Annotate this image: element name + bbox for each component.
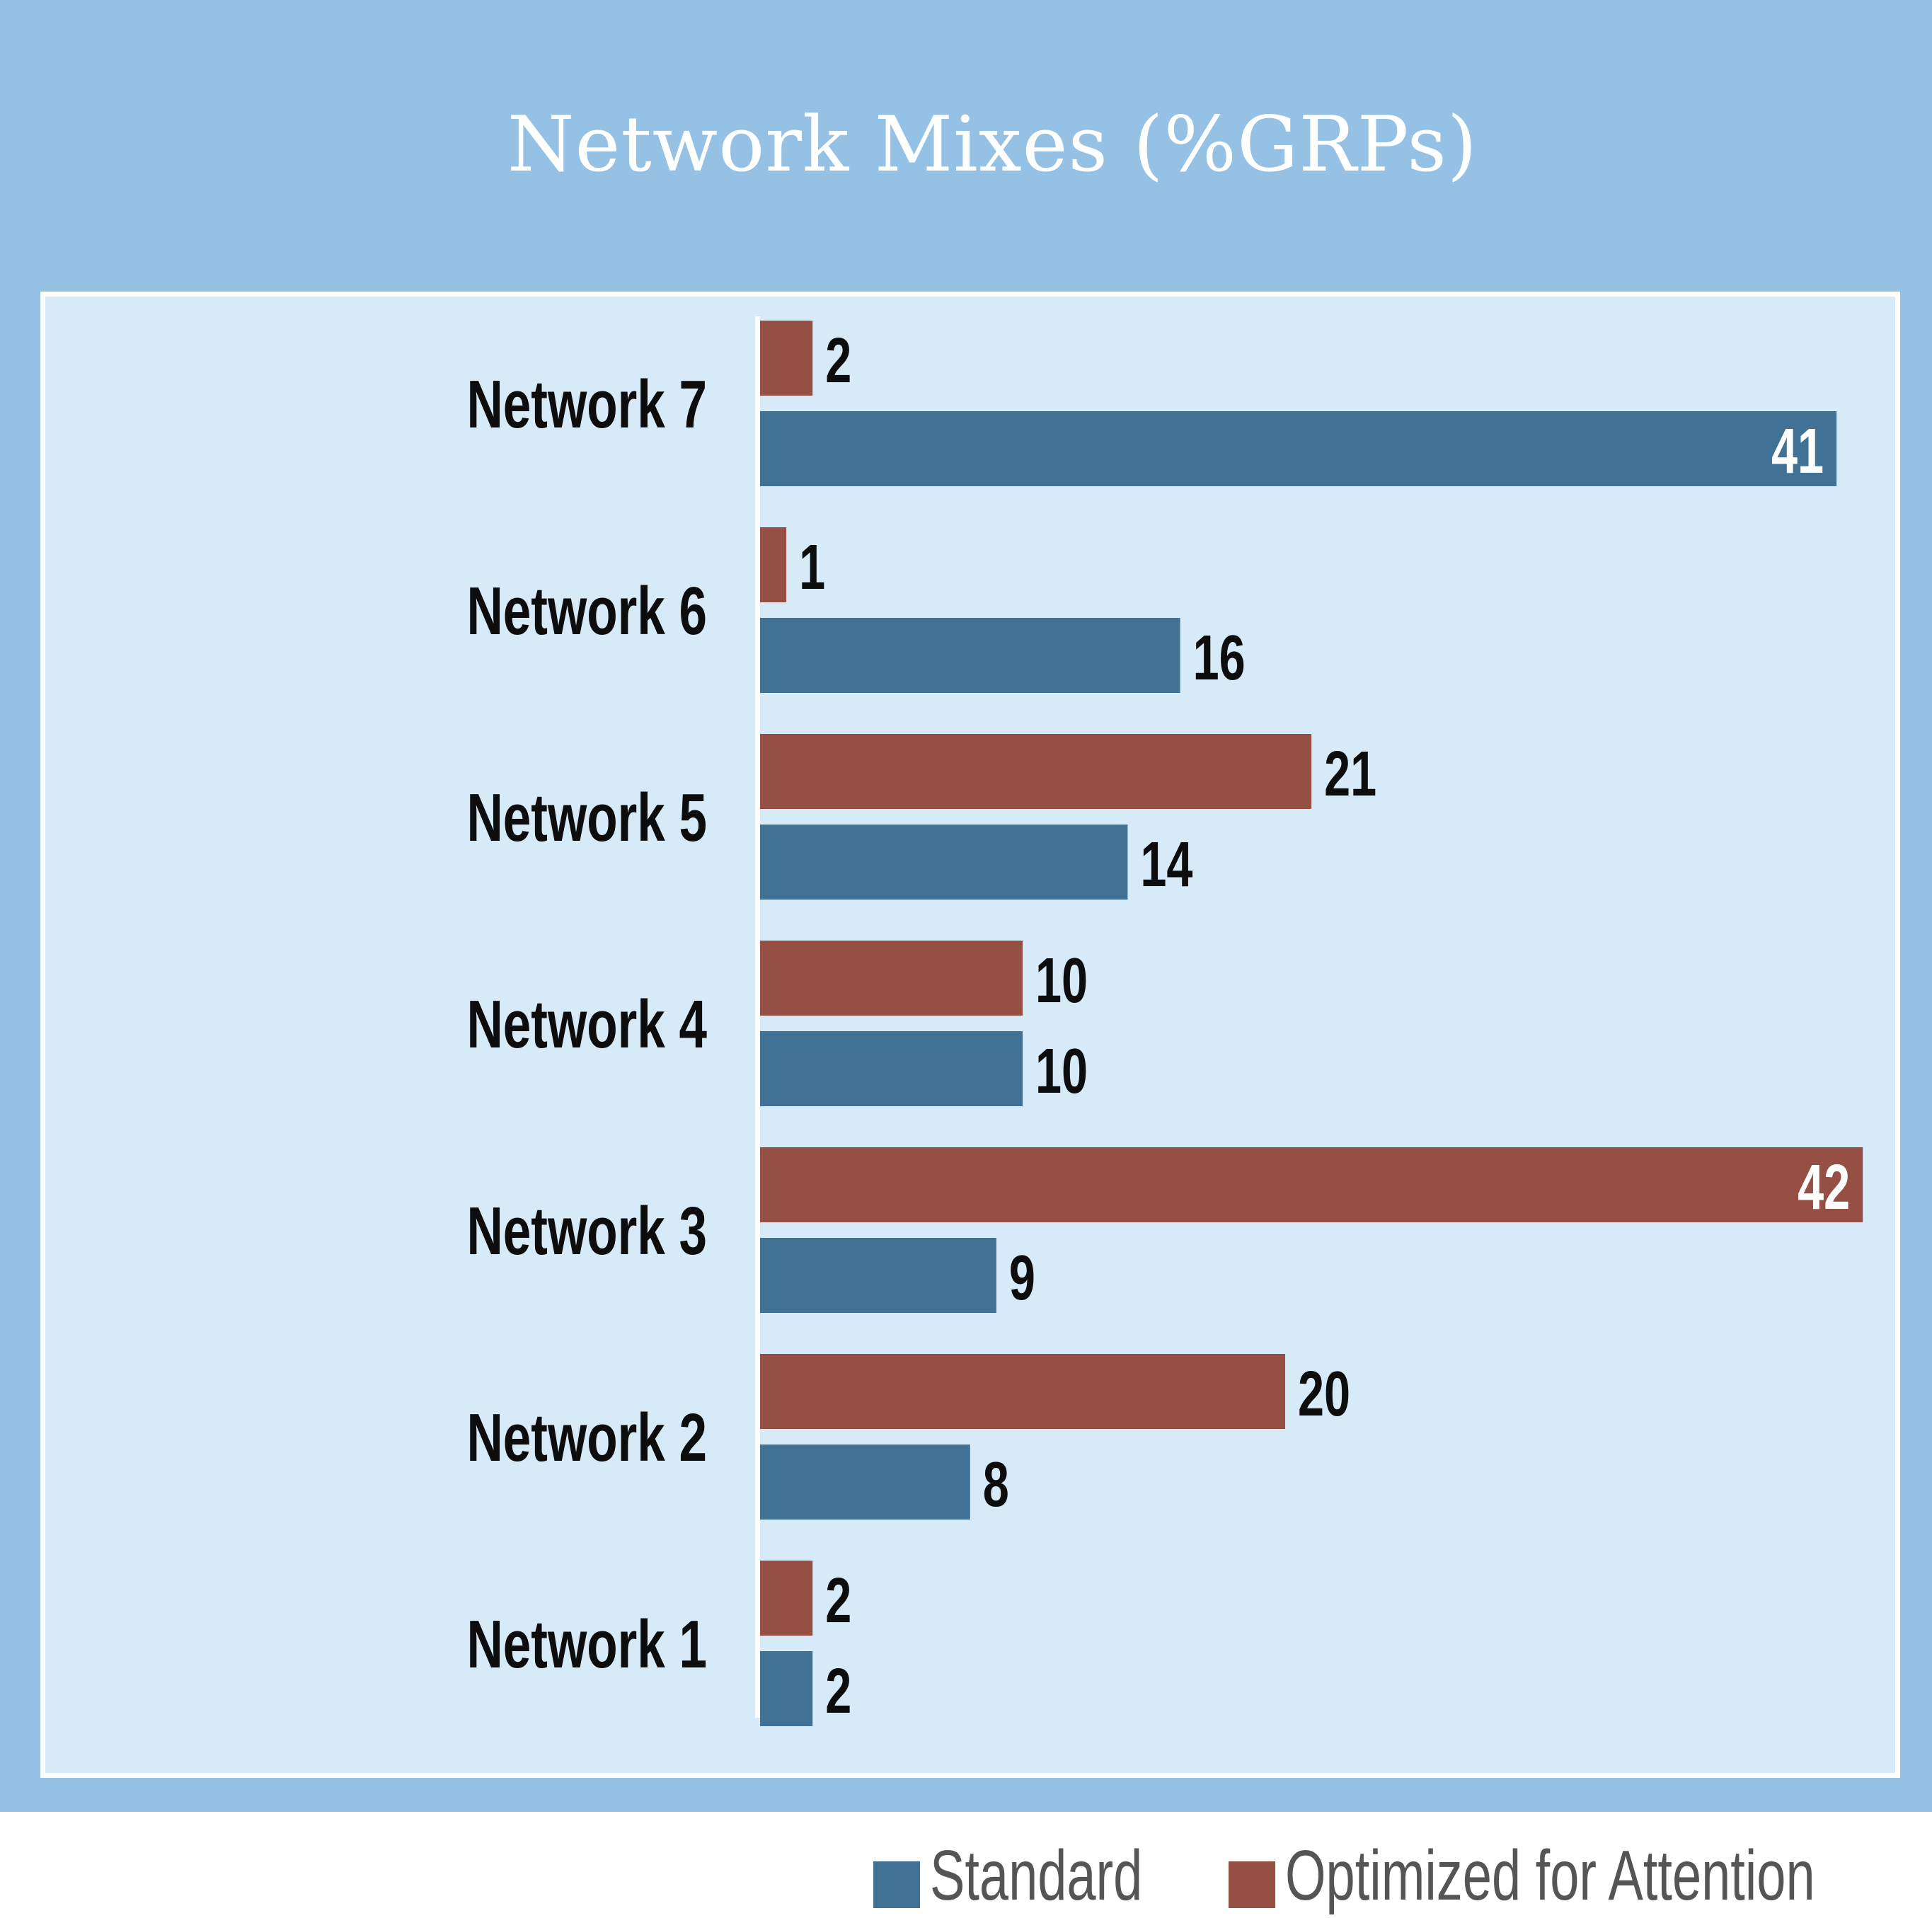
bar-optimized (760, 941, 1023, 1016)
legend-label-standard: Standard (930, 1836, 1143, 1915)
bar-standard (760, 825, 1128, 900)
category-label: Network 2 (467, 1400, 707, 1476)
bar-optimized (760, 1561, 813, 1636)
data-label-standard: 41 (1771, 415, 1824, 486)
bar-optimized (760, 734, 1312, 809)
plot-panel: Network 7 2 41 Network 6 1 16 Network 5 21 14 Net… (40, 292, 1900, 1778)
y-axis-line (755, 316, 760, 1718)
bar-optimized (760, 1147, 1863, 1222)
bar-standard (760, 1238, 996, 1313)
category-label: Network 7 (467, 367, 707, 442)
category-label: Network 4 (467, 987, 708, 1062)
chart-title: Network Mixes (%GRPs) (507, 101, 1478, 189)
bar-standard (760, 1445, 970, 1520)
chart-background: Network Mixes (%GRPs) Network 7 2 41 Networ… (0, 0, 1932, 1812)
legend: Standard Optimized for Attention (0, 1812, 1932, 1918)
bar-standard (760, 618, 1180, 693)
bar-standard (760, 1651, 813, 1726)
bar-standard (760, 411, 1837, 486)
data-label-standard: 10 (1035, 1035, 1088, 1106)
data-label-optimized: 1 (799, 531, 825, 602)
data-label-standard: 2 (825, 1655, 851, 1726)
bar-optimized (760, 1354, 1285, 1429)
legend-label-optimized: Optimized for Attention (1285, 1836, 1815, 1915)
category-label: Network 3 (467, 1193, 707, 1269)
legend-swatch-optimized-icon (1229, 1861, 1275, 1908)
category-label: Network 5 (467, 780, 707, 856)
data-label-optimized: 10 (1035, 944, 1088, 1016)
data-label-standard: 16 (1193, 621, 1246, 693)
category-label: Network 6 (467, 573, 707, 649)
bar-optimized (760, 321, 813, 396)
category-label: Network 1 (467, 1607, 707, 1682)
data-label-optimized: 2 (825, 324, 851, 396)
data-label-standard: 8 (983, 1448, 1009, 1520)
data-label-optimized: 42 (1798, 1151, 1850, 1222)
bar-chart: Network 7 2 41 Network 6 1 16 Network 5 21 14 Net… (467, 316, 1863, 1726)
data-label-optimized: 2 (825, 1564, 851, 1636)
bar-standard (760, 1031, 1023, 1106)
data-label-optimized: 20 (1298, 1357, 1350, 1429)
data-label-standard: 14 (1140, 828, 1192, 900)
bar-optimized (760, 527, 787, 602)
data-label-standard: 9 (1009, 1241, 1035, 1313)
legend-swatch-standard-icon (873, 1861, 920, 1908)
data-label-optimized: 21 (1324, 737, 1376, 809)
